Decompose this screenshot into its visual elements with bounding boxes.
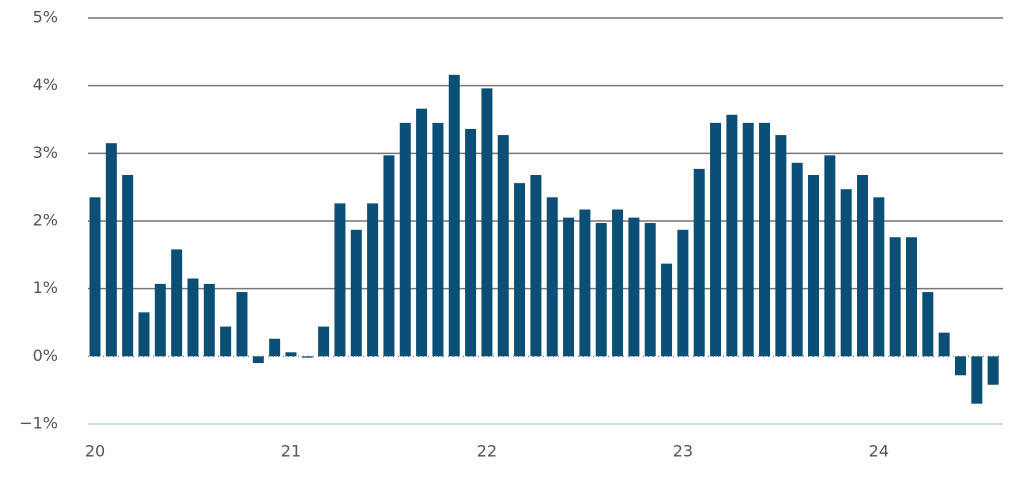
bar bbox=[742, 122, 754, 357]
bar bbox=[105, 143, 117, 357]
bar bbox=[122, 174, 134, 357]
bar bbox=[628, 217, 640, 357]
bar bbox=[693, 168, 705, 357]
bar bbox=[530, 174, 542, 357]
y-tick-label: 0% bbox=[33, 346, 58, 365]
bar bbox=[563, 217, 575, 357]
bar bbox=[971, 356, 983, 404]
x-tick-label: 21 bbox=[281, 442, 301, 461]
bar bbox=[661, 263, 673, 357]
bar bbox=[612, 209, 624, 357]
bar bbox=[938, 332, 950, 357]
x-tick-label: 23 bbox=[673, 442, 693, 461]
bar bbox=[726, 114, 738, 357]
bar bbox=[922, 292, 934, 357]
bar bbox=[187, 278, 199, 357]
bar bbox=[236, 292, 248, 357]
bar bbox=[252, 356, 264, 364]
bar bbox=[399, 122, 411, 357]
bar bbox=[448, 74, 460, 357]
bar bbox=[138, 312, 150, 357]
bar bbox=[889, 237, 901, 357]
bar bbox=[808, 174, 820, 357]
bar bbox=[432, 122, 444, 357]
bar bbox=[840, 189, 852, 357]
bar bbox=[350, 229, 362, 357]
bar bbox=[775, 135, 787, 357]
x-tick-label: 24 bbox=[869, 442, 889, 461]
bar bbox=[301, 356, 313, 358]
y-tick-label: 4% bbox=[33, 75, 58, 94]
bar bbox=[987, 356, 999, 385]
bar bbox=[579, 209, 591, 357]
bar bbox=[497, 135, 509, 357]
y-tick-label: −1% bbox=[19, 414, 58, 433]
bar bbox=[367, 203, 379, 357]
bar bbox=[857, 174, 869, 357]
bar bbox=[465, 128, 477, 357]
y-tick-label: 3% bbox=[33, 143, 58, 162]
bar bbox=[873, 197, 885, 357]
bar bbox=[954, 356, 966, 376]
bar bbox=[677, 229, 689, 357]
y-tick-label: 1% bbox=[33, 278, 58, 297]
bar bbox=[906, 237, 917, 357]
bar bbox=[171, 249, 183, 357]
y-tick-label: 2% bbox=[33, 211, 58, 230]
bar bbox=[824, 155, 836, 357]
bar bbox=[546, 197, 558, 357]
bar bbox=[514, 183, 526, 357]
bar bbox=[154, 283, 166, 357]
bar bbox=[334, 203, 346, 357]
bar bbox=[383, 155, 395, 357]
bar bbox=[203, 283, 215, 357]
bar bbox=[89, 197, 101, 357]
bar bbox=[269, 338, 281, 357]
bar bbox=[285, 352, 297, 357]
x-tick-label: 22 bbox=[477, 442, 497, 461]
bar bbox=[220, 326, 232, 357]
bar bbox=[710, 122, 722, 357]
bar bbox=[416, 108, 428, 357]
bar bbox=[791, 162, 803, 357]
bar bbox=[759, 122, 771, 357]
bar bbox=[481, 88, 493, 357]
bar bbox=[595, 223, 607, 357]
y-tick-label: 5% bbox=[33, 8, 58, 27]
bar bbox=[318, 326, 330, 357]
bar bbox=[644, 223, 656, 357]
x-tick-label: 20 bbox=[85, 442, 105, 461]
